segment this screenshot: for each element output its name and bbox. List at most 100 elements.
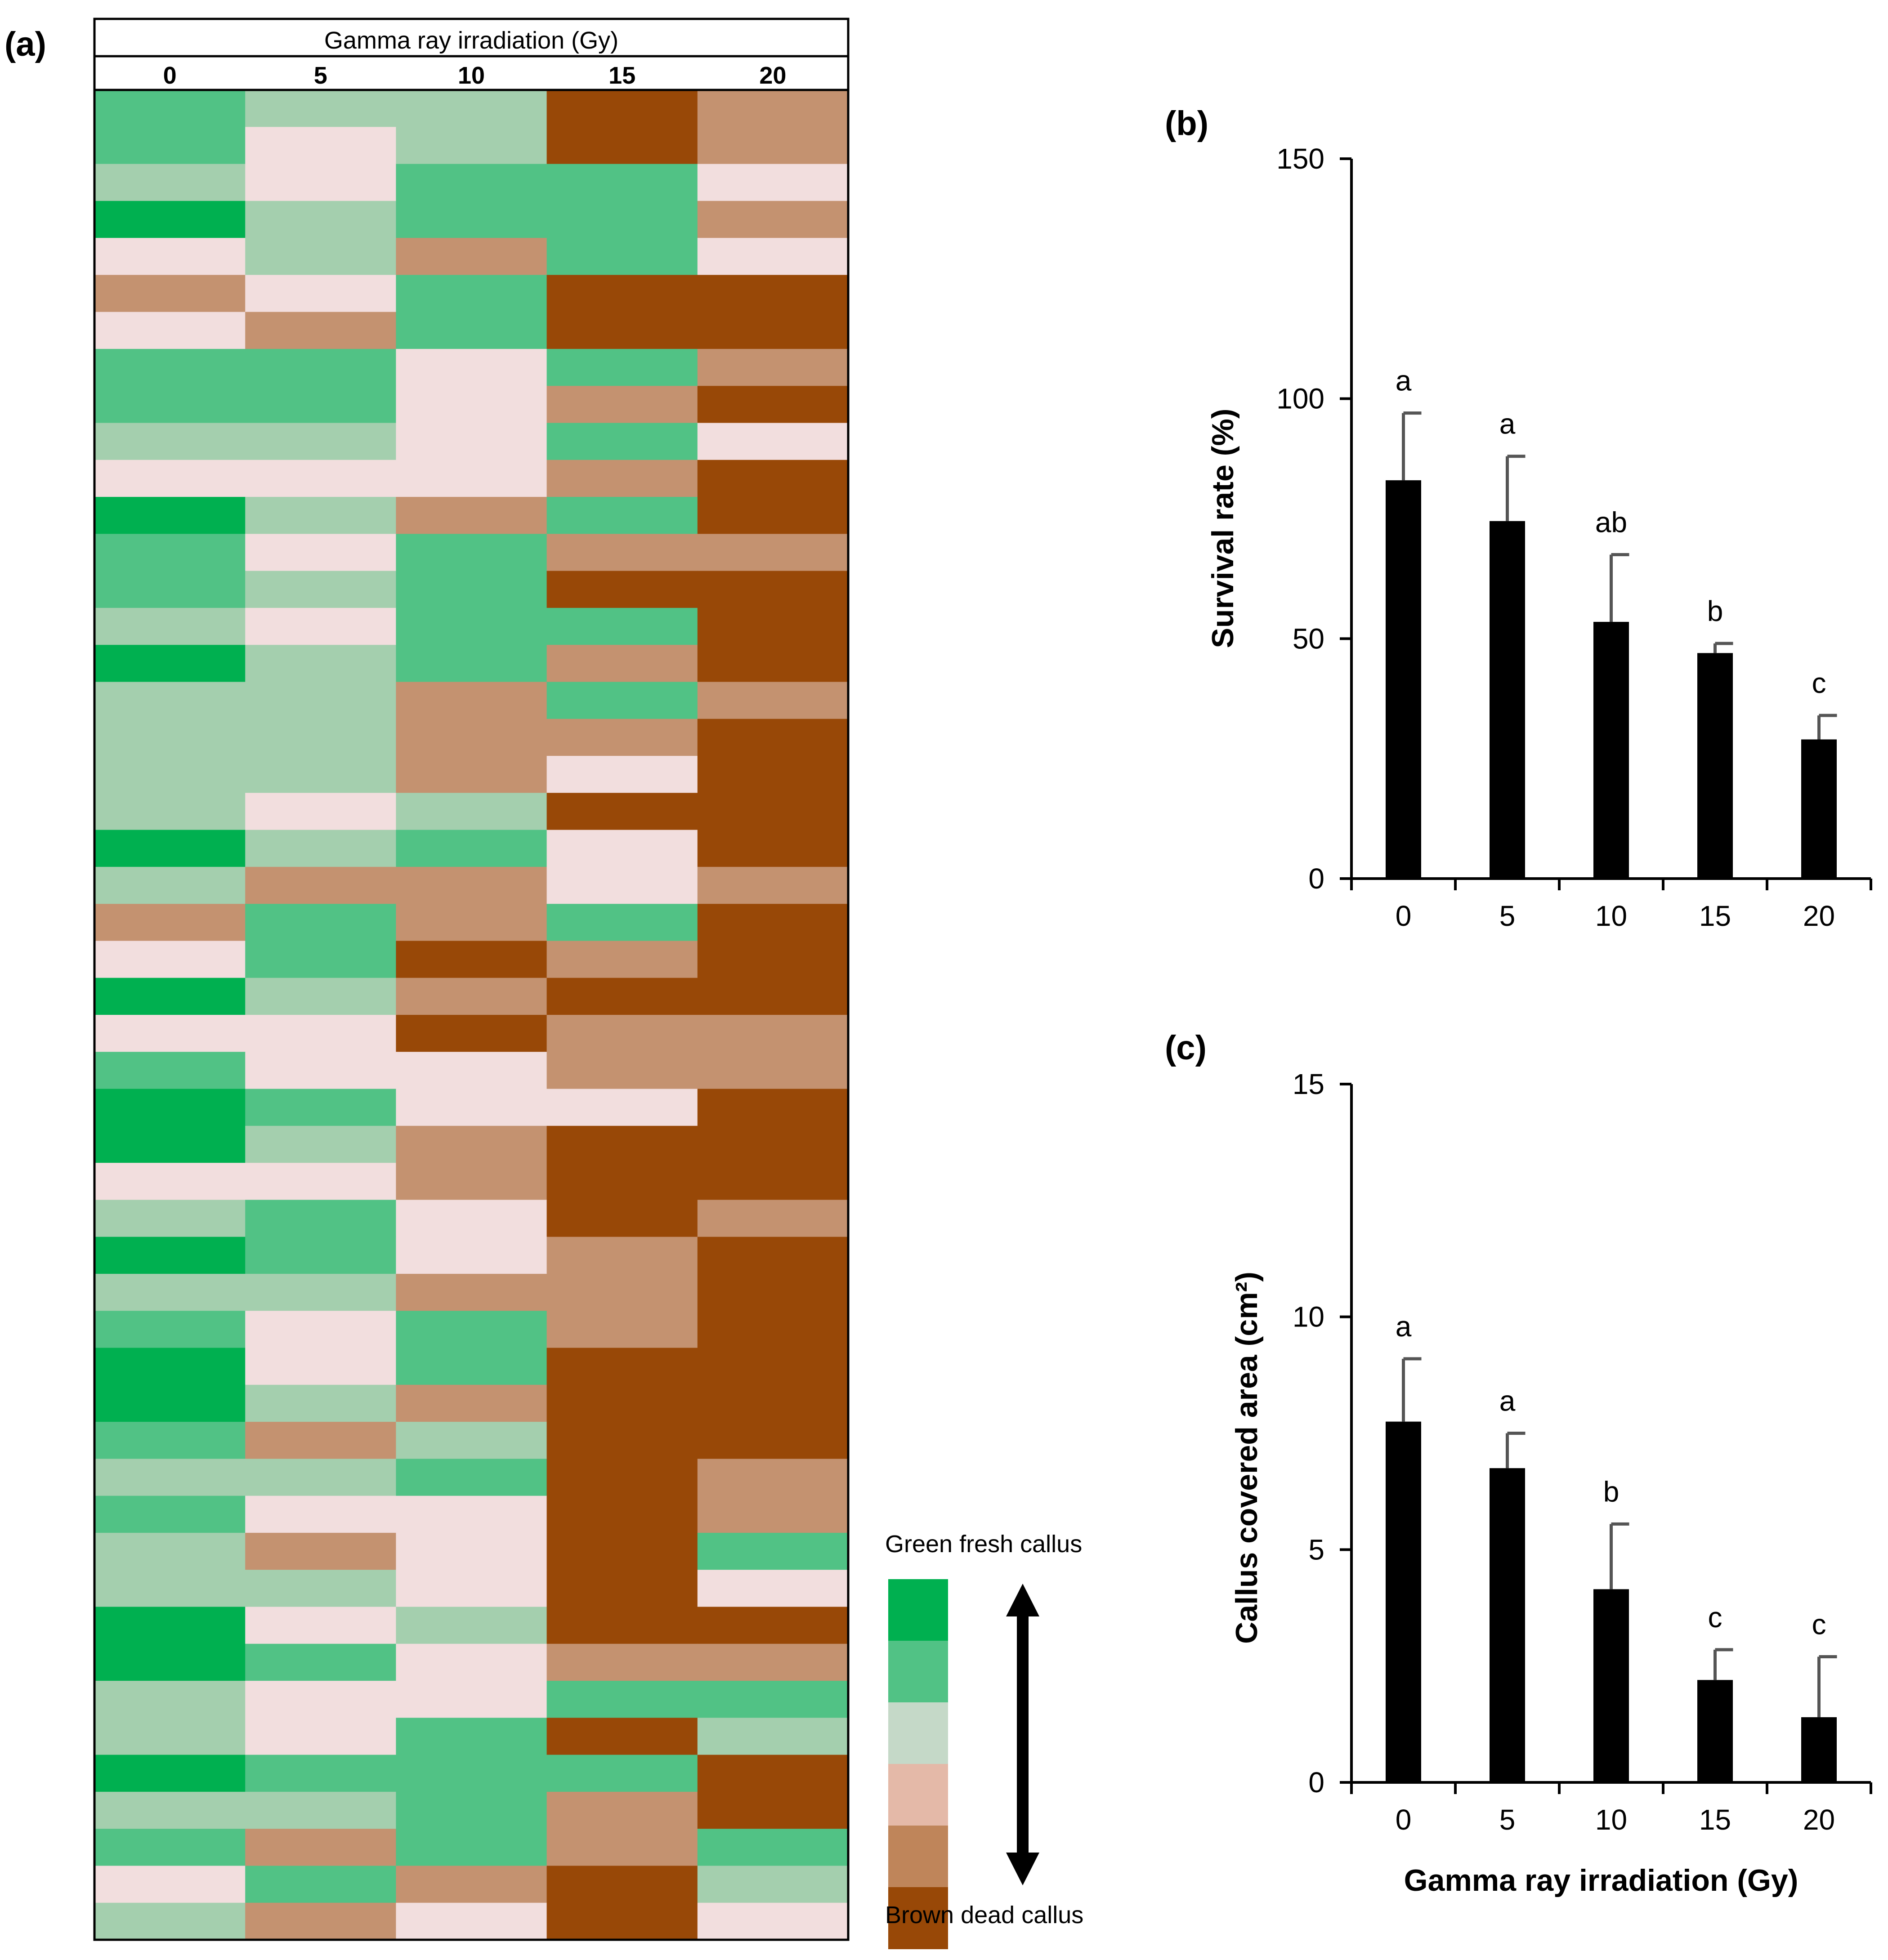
heatmap-cell: [245, 978, 396, 1015]
heatmap-cell: [697, 423, 849, 460]
heatmap-cell: [546, 1755, 698, 1792]
heatmap-cell: [396, 1496, 547, 1533]
heatmap-cell: [396, 1089, 547, 1126]
heatmap-cell: [245, 275, 396, 313]
heatmap-cell: [546, 1829, 698, 1866]
heatmap-cell: [697, 830, 849, 867]
heatmap-cell: [94, 830, 246, 867]
heatmap-cell: [94, 1052, 246, 1089]
heatmap-cell: [245, 1089, 396, 1126]
heatmap-cell: [697, 348, 849, 386]
heatmap-cell: [546, 1052, 698, 1089]
heatmap-cell: [697, 793, 849, 830]
heatmap-cell: [697, 1459, 849, 1496]
heatmap-cell: [697, 164, 849, 201]
heatmap-cell: [396, 607, 547, 645]
heatmap-cell: [245, 1015, 396, 1052]
heatmap-cell: [697, 1902, 849, 1940]
heatmap-cell: [546, 386, 698, 424]
heatmap-cell: [546, 534, 698, 571]
heatmap-cell: [245, 1273, 396, 1311]
heatmap-cell: [697, 1643, 849, 1681]
heatmap-cell: [697, 1273, 849, 1311]
heatmap-cell: [546, 312, 698, 349]
heatmap-cell: [396, 1459, 547, 1496]
heatmap-cell: [396, 534, 547, 571]
significance-label: a: [1499, 1385, 1516, 1417]
heatmap-cell: [245, 1125, 396, 1163]
heatmap-cell: [94, 1570, 246, 1607]
heatmap-cell: [697, 1718, 849, 1755]
heatmap-cell: [94, 1791, 246, 1829]
heatmap-cell: [245, 201, 396, 238]
heatmap-cell: [245, 793, 396, 830]
heatmap-cell: [697, 1570, 849, 1607]
heatmap-cell: [546, 1237, 698, 1274]
heatmap-cell: [697, 90, 849, 127]
heatmap-cell: [396, 682, 547, 719]
heatmap-cell: [245, 534, 396, 571]
heatmap-cell: [546, 1459, 698, 1496]
heatmap-cell: [697, 941, 849, 978]
heatmap-cell: [396, 312, 547, 349]
heatmap-cell: [546, 607, 698, 645]
heatmap-cell: [245, 497, 396, 534]
heatmap-cell: [546, 348, 698, 386]
heatmap-cell: [245, 1237, 396, 1274]
heatmap-cell: [697, 645, 849, 683]
heatmap-cell: [697, 1384, 849, 1422]
heatmap-cell: [245, 1643, 396, 1681]
heatmap-cell: [546, 423, 698, 460]
heatmap-column-label: 5: [314, 62, 327, 89]
heatmap-cell: [245, 1570, 396, 1607]
heatmap-cell: [94, 1422, 246, 1459]
heatmap-cell: [245, 1459, 396, 1496]
heatmap-cell: [396, 1237, 547, 1274]
heatmap-cell: [546, 1273, 698, 1311]
bar: [1697, 1680, 1733, 1782]
heatmap-column-label: 15: [608, 62, 635, 89]
heatmap-cell: [396, 1348, 547, 1385]
heatmap-cell: [94, 1163, 246, 1200]
heatmap-cell: [396, 941, 547, 978]
heatmap-cell: [697, 1829, 849, 1866]
legend-swatch: [888, 1887, 948, 1949]
heatmap-cell: [94, 682, 246, 719]
heatmap-cell: [94, 275, 246, 313]
heatmap-cell: [396, 1311, 547, 1348]
heatmap-cell: [94, 312, 246, 349]
heatmap-cell: [245, 719, 396, 756]
heatmap-cell: [697, 1755, 849, 1792]
y-tick-label: 50: [1293, 622, 1324, 655]
heatmap-cell: [546, 571, 698, 608]
heatmap-cell: [697, 460, 849, 497]
heatmap-cell: [94, 1643, 246, 1681]
heatmap-cells: [94, 90, 849, 1940]
heatmap-cell: [245, 386, 396, 424]
heatmap-cell: [396, 571, 547, 608]
heatmap-cell: [245, 756, 396, 793]
heatmap-cell: [546, 1163, 698, 1200]
heatmap-cell: [697, 201, 849, 238]
heatmap-cell: [396, 1681, 547, 1718]
bar: [1801, 1717, 1837, 1782]
heatmap-cell: [245, 1163, 396, 1200]
heatmap-cell: [697, 1791, 849, 1829]
heatmap-cell: [94, 719, 246, 756]
heatmap-cell: [94, 756, 246, 793]
legend-swatch: [888, 1702, 948, 1764]
panel-c-label: (c): [1165, 1029, 1207, 1067]
heatmap-cell: [245, 1532, 396, 1570]
heatmap-cell: [546, 164, 698, 201]
heatmap-cell: [245, 1348, 396, 1385]
heatmap-cell: [245, 1902, 396, 1940]
heatmap-cell: [697, 1015, 849, 1052]
bar: [1593, 1589, 1629, 1782]
heatmap-cell: [396, 127, 547, 165]
heatmap-cell: [94, 127, 246, 165]
heatmap-cell: [697, 866, 849, 904]
heatmap-cell: [697, 127, 849, 165]
heatmap-cell: [396, 1607, 547, 1644]
heatmap-cell: [546, 1348, 698, 1385]
heatmap-cell: [546, 1015, 698, 1052]
